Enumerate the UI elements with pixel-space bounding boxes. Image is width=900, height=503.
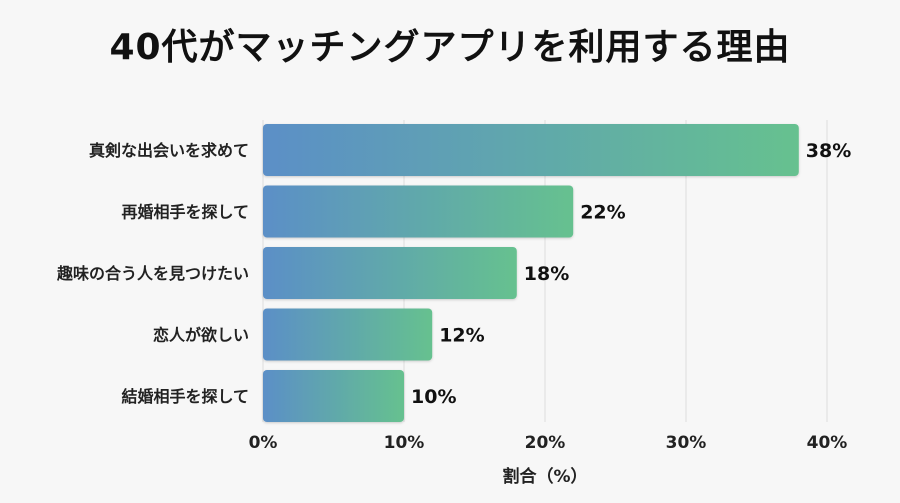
x-tick-label: 20%: [525, 433, 566, 453]
category-label: 恋人が欲しい: [153, 326, 249, 345]
bar: [263, 308, 433, 361]
x-tick-label: 40%: [807, 433, 848, 453]
category-label: 真剣な出会いを求めて: [89, 141, 249, 160]
x-axis-title: 割合（%）: [502, 466, 587, 487]
x-tick-label: 30%: [666, 433, 707, 453]
value-label: 10%: [411, 386, 456, 408]
x-tick-label: 10%: [384, 433, 425, 453]
bar: [263, 247, 517, 299]
category-label: 趣味の合う人を見つけたい: [56, 264, 249, 283]
chart-title: 40代がマッチングアプリを利用する理由: [109, 27, 791, 68]
value-label: 12%: [439, 325, 484, 347]
bar: [263, 185, 574, 238]
value-label: 38%: [806, 140, 851, 162]
category-label: 結婚相手を探して: [121, 387, 249, 406]
x-tick-label: 0%: [249, 433, 278, 453]
bar: [263, 370, 404, 422]
bar: [263, 124, 799, 176]
value-label: 18%: [524, 263, 569, 285]
category-label: 再婚相手を探して: [121, 203, 249, 222]
value-label: 22%: [580, 202, 625, 224]
